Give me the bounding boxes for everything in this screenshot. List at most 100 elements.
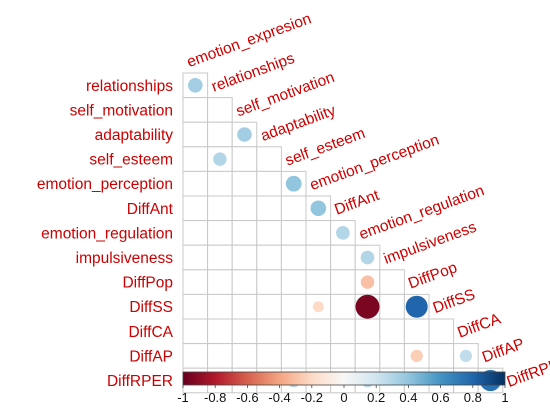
matrix-cell <box>305 220 332 246</box>
matrix-cell <box>280 343 307 369</box>
matrix-cell <box>305 343 332 369</box>
colorbar-ticks: -1 -0.8 -0.6 -0.4 -0.2 0 0.2 0.4 0.6 0.8 1 <box>177 385 509 405</box>
row-label: DiffCA <box>128 324 173 341</box>
matrix-cell <box>207 293 233 320</box>
matrix-cell <box>231 146 258 172</box>
matrix-cell <box>182 244 209 271</box>
matrix-cell <box>182 343 209 369</box>
correlation-marker <box>459 349 473 363</box>
correlation-marker <box>310 200 327 217</box>
matrix-cell <box>231 318 258 345</box>
correlation-marker <box>360 275 375 289</box>
matrix-cell <box>231 293 258 320</box>
matrix-cell <box>379 318 405 345</box>
matrix-cell <box>256 195 282 222</box>
diagonal-label: DiffRPER <box>505 352 550 391</box>
row-labels: relationships self_motivation adaptability… <box>37 78 174 390</box>
matrix-cell <box>207 269 233 295</box>
matrix-cell <box>379 293 405 320</box>
matrix-cell <box>182 146 209 172</box>
matrix-cell <box>207 121 233 148</box>
correlation-marker <box>237 127 252 142</box>
matrix-cell <box>379 343 405 369</box>
matrix-cell <box>207 220 233 246</box>
row-label: emotion_perception <box>37 176 173 193</box>
row-label: self_motivation <box>70 102 173 119</box>
row-label: DiffSS <box>129 299 173 316</box>
matrix-cell <box>403 318 430 345</box>
correlation-marker <box>360 250 375 265</box>
colorbar-tick-label: -0.2 <box>301 390 323 405</box>
matrix-cell <box>231 195 258 222</box>
matrix-cell <box>256 244 282 271</box>
correlation-marker <box>213 152 227 166</box>
matrix-cell <box>182 195 209 222</box>
diagonal-label: DiffPop <box>406 259 459 292</box>
row-label: DiffRPER <box>107 373 173 390</box>
matrix-cell <box>280 195 307 222</box>
matrix-cell <box>428 343 455 369</box>
matrix-cell <box>207 195 233 222</box>
colorbar-tick-label: 0 <box>340 390 347 405</box>
matrix-cell <box>280 269 307 295</box>
matrix-cell <box>207 170 233 197</box>
matrix-cell <box>330 244 356 271</box>
diagonal-label: DiffAP <box>480 335 527 366</box>
correlation-marker <box>355 294 380 319</box>
matrix-cell <box>330 293 356 320</box>
row-label: adaptability <box>95 127 174 144</box>
matrix-cell <box>207 146 233 172</box>
diagonal-label: DiffSS <box>431 286 478 317</box>
correlation-marker <box>285 175 302 192</box>
matrix-cell <box>330 318 356 345</box>
matrix-cell <box>182 269 209 295</box>
matrix-cell <box>280 244 307 271</box>
matrix-cell <box>231 220 258 246</box>
row-label: DiffPop <box>122 275 173 292</box>
matrix-cell <box>379 269 405 295</box>
matrix-cell <box>231 244 258 271</box>
matrix-cell <box>280 220 307 246</box>
matrix-cell <box>182 170 209 197</box>
matrix-cell <box>280 318 307 345</box>
matrix-cell <box>182 318 209 345</box>
matrix-cell <box>182 97 209 123</box>
matrix-cell <box>207 318 233 345</box>
matrix-cell <box>256 343 282 369</box>
diagonal-label: DiffAnt <box>332 187 382 219</box>
matrix-cell <box>354 343 381 369</box>
correlation-marker <box>336 226 350 240</box>
matrix-cell <box>256 318 282 345</box>
matrix-cell <box>207 244 233 271</box>
matrix-cell <box>256 269 282 295</box>
correlation-marker <box>405 295 428 318</box>
row-label: emotion_regulation <box>41 225 173 242</box>
colorbar-tick-label: 0.6 <box>432 390 450 405</box>
colorbar-tick-label: -1 <box>177 390 189 405</box>
colorbar-tick-label: 0.8 <box>464 390 482 405</box>
colorbar <box>182 371 506 386</box>
colorbar-gradient <box>182 371 506 386</box>
correlation-marker <box>188 78 203 93</box>
matrix-cell <box>231 343 258 369</box>
matrix-cell <box>256 170 282 197</box>
colorbar-tick-label: -0.4 <box>268 390 290 405</box>
matrix-cell <box>231 269 258 295</box>
matrix-cell <box>305 269 332 295</box>
row-label: self_esteem <box>89 152 173 169</box>
matrix-cell <box>231 170 258 197</box>
colorbar-tick-label: -0.6 <box>236 390 258 405</box>
matrix-cell <box>280 293 307 320</box>
matrix-cell <box>305 244 332 271</box>
matrix-cell <box>428 318 455 345</box>
matrix-cell <box>182 220 209 246</box>
matrix-cell <box>256 220 282 246</box>
matrix-cell <box>305 318 332 345</box>
colorbar-tick-label: 1 <box>501 390 508 405</box>
diagonal-label: DiffCA <box>455 310 503 341</box>
correlation-marker <box>312 301 324 313</box>
row-label: relationships <box>86 78 173 95</box>
matrix-cell <box>330 343 356 369</box>
matrix-cell <box>182 293 209 320</box>
